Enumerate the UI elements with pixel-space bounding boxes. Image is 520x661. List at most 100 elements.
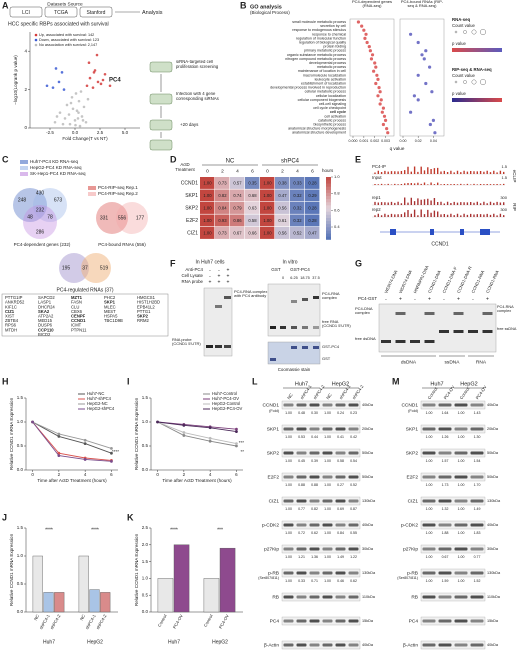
legend-swatch bbox=[88, 186, 96, 190]
cell-label: 0.86 bbox=[233, 218, 242, 223]
dot bbox=[383, 118, 388, 122]
band bbox=[296, 523, 307, 527]
cell-label: 0.67 bbox=[233, 230, 242, 235]
band bbox=[395, 312, 406, 315]
colorbar-step bbox=[326, 220, 331, 225]
band bbox=[482, 312, 493, 315]
track-label: rep2 bbox=[372, 207, 381, 212]
colorbar-step bbox=[326, 214, 331, 218]
cell-label: 0.35 bbox=[248, 180, 257, 185]
venn-count: 37 bbox=[82, 265, 88, 271]
band bbox=[335, 571, 346, 575]
fold-value: 0.46 bbox=[337, 579, 344, 583]
venn-circle bbox=[13, 188, 47, 222]
protein-label: GST bbox=[271, 267, 281, 272]
kda-label: 40kDa bbox=[362, 523, 374, 527]
blot-frame bbox=[281, 616, 361, 626]
sign: - bbox=[218, 267, 220, 273]
cell-label: 0.47 bbox=[278, 193, 287, 198]
kda-label: 15kDa bbox=[487, 619, 499, 623]
cell bbox=[305, 202, 320, 214]
term-label: protein folding bbox=[323, 45, 346, 49]
band bbox=[309, 475, 320, 479]
x-tick-label: 6 bbox=[235, 472, 238, 477]
cell-label: 0.63 bbox=[248, 205, 257, 210]
legend-swatch bbox=[88, 192, 96, 196]
band bbox=[224, 296, 231, 299]
fold-value: 1.00 bbox=[285, 435, 292, 439]
fold-value: 0.67 bbox=[442, 555, 449, 559]
cell bbox=[215, 214, 230, 227]
point bbox=[235, 427, 238, 431]
fold-value: 1.00 bbox=[426, 555, 433, 559]
band bbox=[313, 296, 319, 299]
fold-value: 0.58 bbox=[337, 459, 344, 463]
kda-label: 130kDa bbox=[362, 499, 376, 503]
point bbox=[76, 117, 80, 120]
gene: TBC1D9B bbox=[104, 318, 123, 323]
band bbox=[322, 571, 333, 575]
fold-value: 1.83 bbox=[474, 531, 481, 535]
fold-value: 1.49 bbox=[474, 507, 481, 511]
cell-label: HepG2 bbox=[460, 381, 477, 387]
point bbox=[74, 92, 78, 95]
legend-size bbox=[480, 29, 487, 36]
bar bbox=[89, 589, 100, 613]
cell bbox=[290, 227, 305, 239]
band bbox=[322, 643, 333, 647]
fold-value: 1.00 bbox=[426, 435, 433, 439]
fold-value: 0.55 bbox=[350, 531, 357, 535]
term-label: cellular metabolic process bbox=[305, 90, 347, 94]
row-label: CCND1 bbox=[401, 402, 418, 408]
group-label: dsDNA bbox=[401, 359, 417, 365]
dot bbox=[376, 77, 380, 81]
band bbox=[470, 523, 484, 527]
band bbox=[470, 403, 484, 407]
point bbox=[208, 426, 212, 430]
band bbox=[296, 595, 307, 599]
bar-label: Control bbox=[203, 613, 214, 627]
line bbox=[32, 421, 112, 462]
y-axis-label: −log10(Logrank p value) bbox=[13, 55, 18, 105]
blot-frame bbox=[420, 616, 486, 626]
point bbox=[57, 435, 61, 438]
bar bbox=[203, 578, 220, 613]
fold-value: 0.71 bbox=[311, 579, 318, 583]
sign: + bbox=[227, 273, 230, 279]
band bbox=[438, 499, 452, 503]
blot-frame bbox=[281, 592, 361, 602]
text-box: free RNA (CCND1 5'UTR) bbox=[322, 320, 351, 328]
point bbox=[57, 454, 61, 457]
fold-value: 1.00 bbox=[285, 555, 292, 559]
fold-value: 0.72 bbox=[298, 531, 305, 535]
venn-count: 232 bbox=[36, 207, 45, 213]
fold-value: 0.23 bbox=[350, 411, 357, 415]
point bbox=[110, 459, 113, 463]
band bbox=[283, 427, 294, 431]
gene: ZBTB4 bbox=[5, 318, 19, 323]
band bbox=[438, 547, 452, 551]
band bbox=[453, 330, 464, 333]
blot-frame bbox=[281, 472, 361, 482]
blot-frame bbox=[420, 640, 486, 650]
term-label: macromolecule localization bbox=[303, 73, 346, 77]
band bbox=[335, 475, 346, 479]
gel bbox=[378, 303, 497, 353]
band bbox=[422, 523, 436, 527]
x-tick-label: 2 bbox=[58, 472, 61, 477]
note: PC4-RNA complex bbox=[322, 292, 340, 301]
dot bbox=[416, 40, 420, 45]
row-label: RNA probe bbox=[182, 279, 204, 284]
venn-count: 195 bbox=[62, 265, 71, 271]
cell bbox=[260, 189, 275, 202]
blot-frame bbox=[281, 448, 361, 458]
fold-value: 0.33 bbox=[298, 579, 305, 583]
point bbox=[63, 117, 67, 120]
sign: + bbox=[227, 267, 230, 273]
dot bbox=[377, 86, 381, 90]
note: PC4-RNA complex bbox=[497, 305, 514, 313]
panel-letter: E bbox=[355, 154, 361, 164]
text-box: PC4-RNA complex bbox=[322, 292, 340, 301]
dot bbox=[433, 131, 437, 135]
point bbox=[79, 90, 83, 93]
